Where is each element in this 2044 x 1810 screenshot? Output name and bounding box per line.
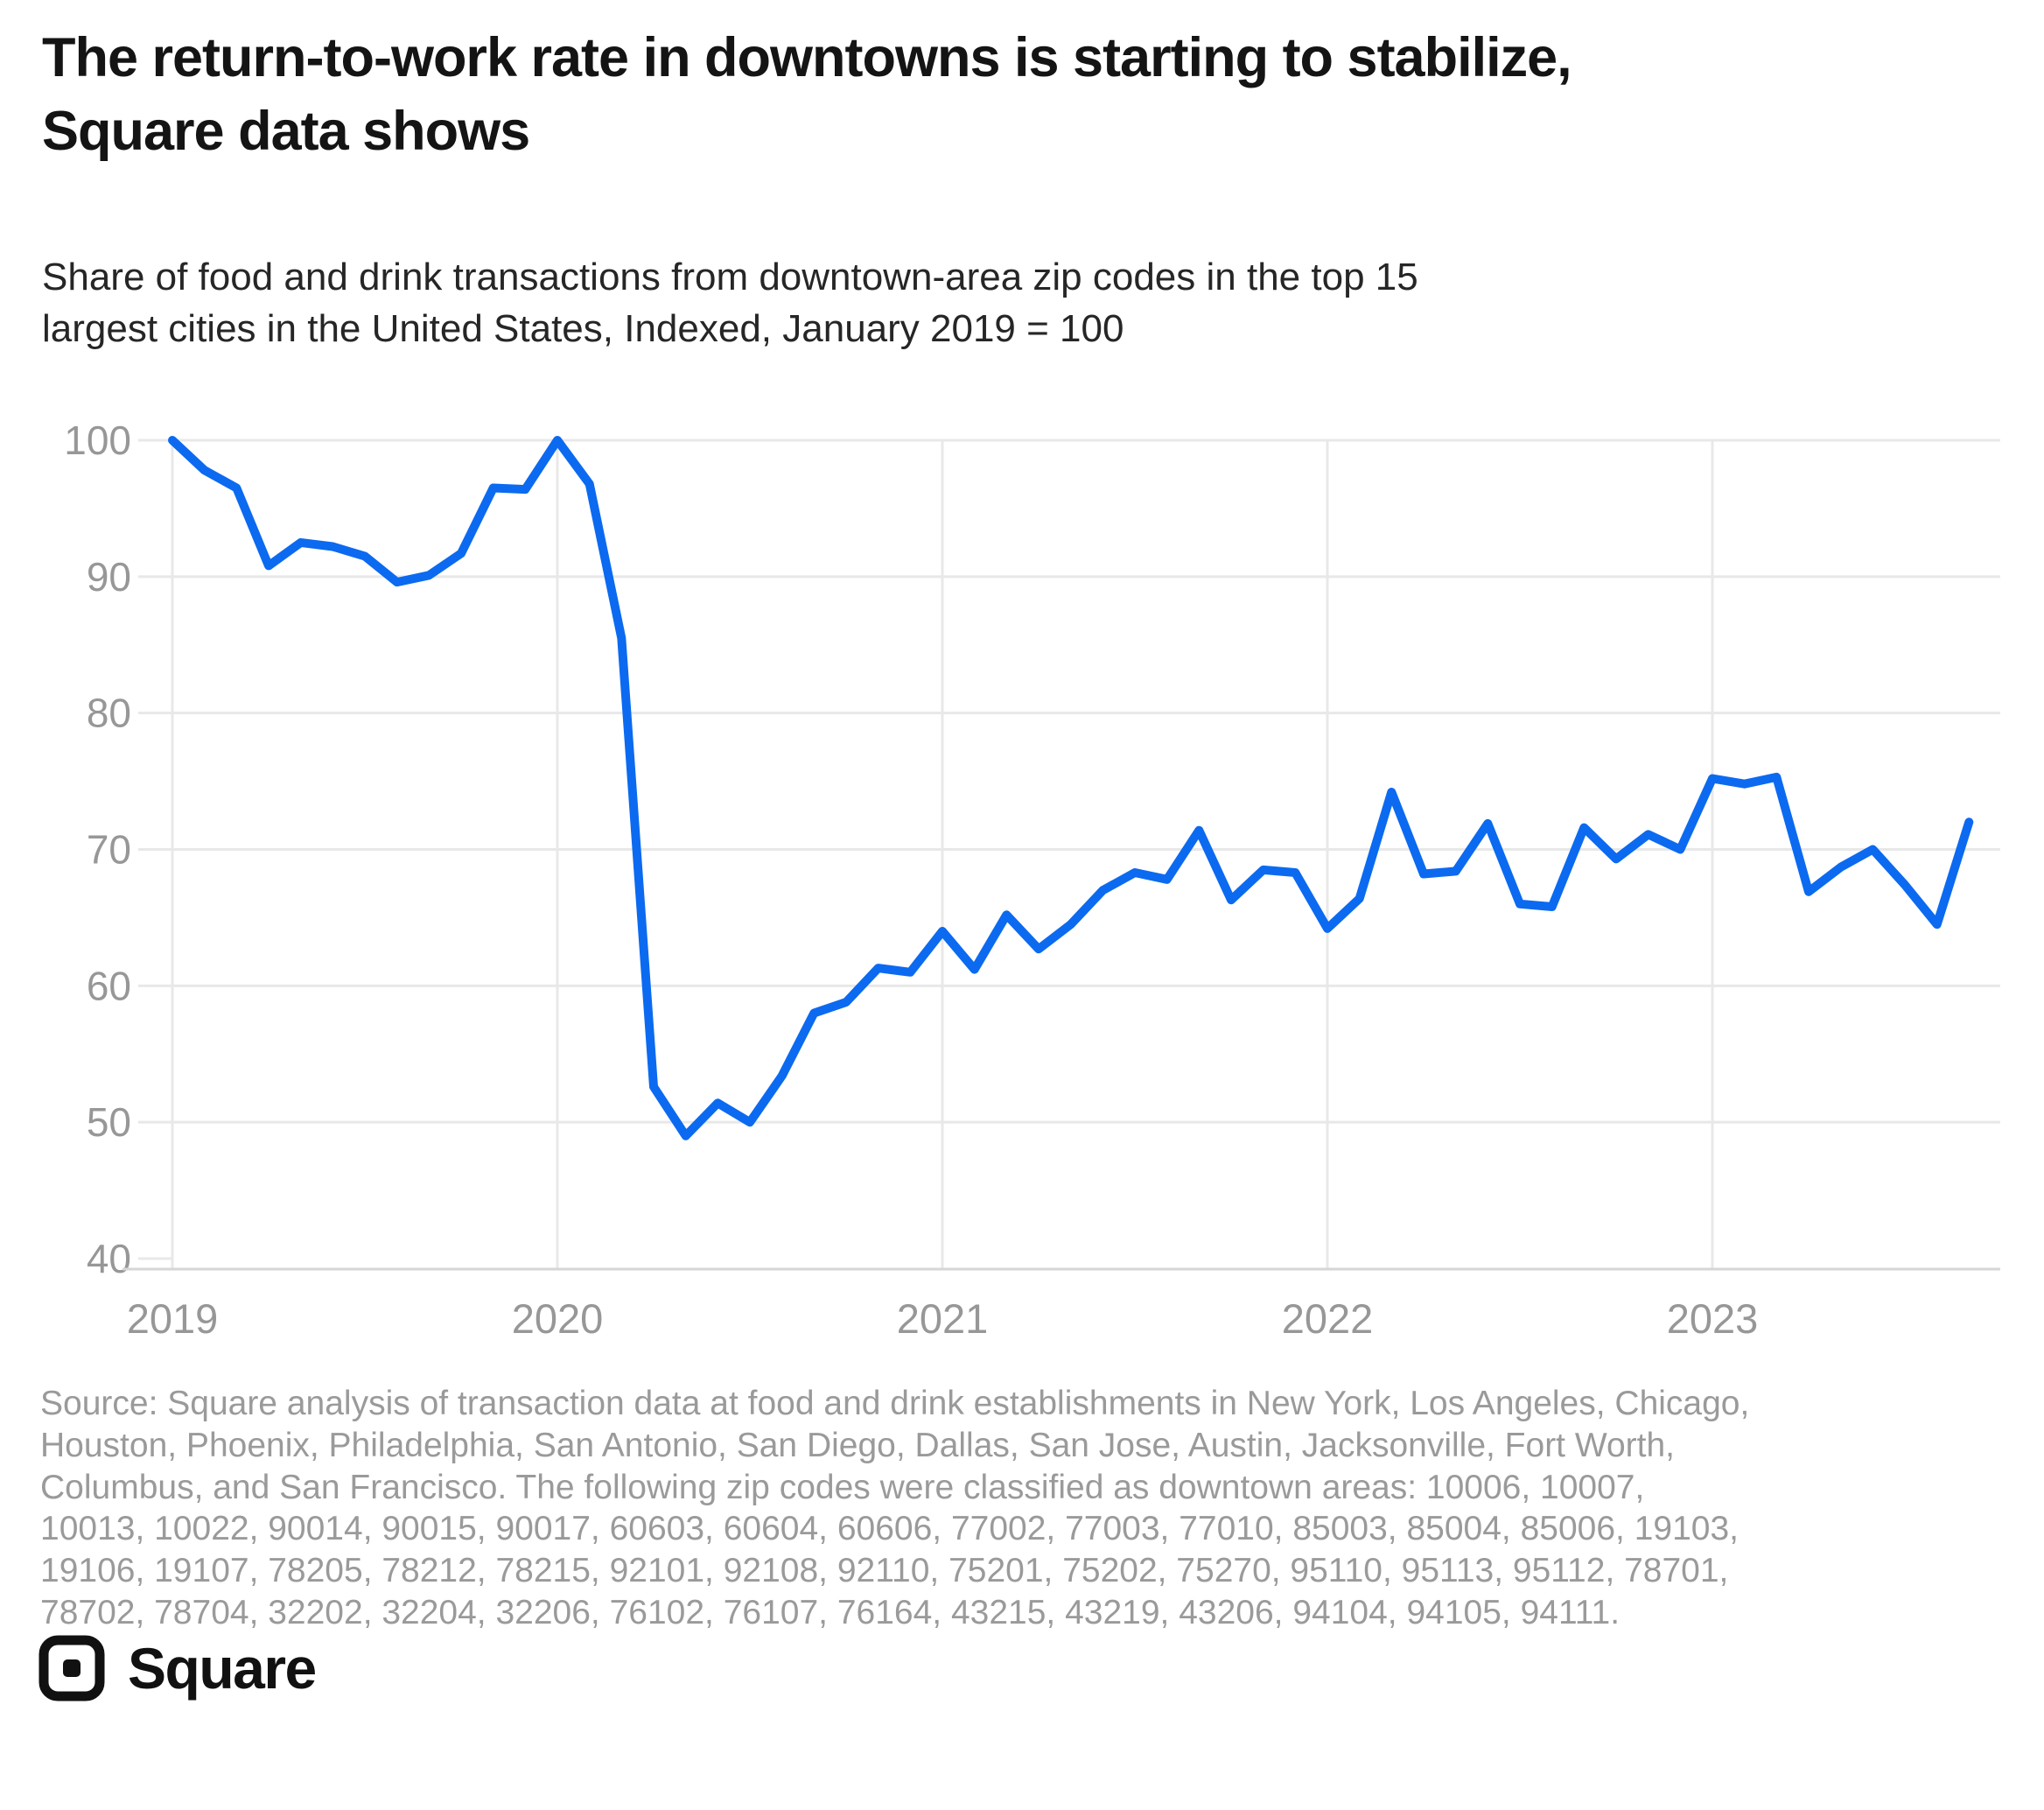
x-tick-label: 2019	[127, 1295, 219, 1342]
y-tick-label: 80	[87, 691, 131, 736]
y-tick-label: 50	[87, 1099, 131, 1145]
x-tick-label: 2023	[1667, 1295, 1759, 1342]
y-tick-label: 100	[64, 417, 131, 463]
chart-subtitle-line-2: largest cities in the United States, Ind…	[42, 306, 1124, 350]
x-tick-label: 2022	[1282, 1295, 1374, 1342]
chart-subtitle-line-1: Share of food and drink transactions fro…	[42, 256, 1418, 298]
square-logo: Square	[38, 1635, 317, 1701]
x-tick-label: 2020	[512, 1295, 604, 1342]
data-line	[168, 436, 1974, 1140]
chart-title-line-2: Square data shows	[42, 101, 530, 163]
source-line: 10013, 10022, 90014, 90015, 90017, 60603…	[40, 1510, 1739, 1548]
square-logo-wordmark: Square	[128, 1636, 317, 1701]
y-tick-label: 60	[87, 963, 131, 1008]
chart-title: The return-to-work rate in downtowns is …	[42, 21, 2020, 169]
source-line: Source: Square analysis of transaction d…	[40, 1385, 1750, 1422]
y-tick-label: 90	[87, 554, 131, 600]
source-line: 19106, 19107, 78205, 78212, 78215, 92101…	[40, 1552, 1729, 1590]
x-tick-label: 2021	[897, 1295, 989, 1342]
chart-subtitle: Share of food and drink transactions fro…	[42, 252, 2020, 355]
square-logo-icon	[38, 1635, 105, 1701]
chart-title-line-1: The return-to-work rate in downtowns is …	[42, 27, 1572, 88]
source-line: Houston, Phoenix, Philadelphia, San Anto…	[40, 1426, 1676, 1464]
source-line: Columbus, and San Francisco. The followi…	[40, 1468, 1645, 1506]
source-line: 78702, 78704, 32202, 32204, 32206, 76102…	[40, 1593, 1620, 1631]
y-tick-label: 70	[87, 827, 131, 873]
y-tick-label: 40	[87, 1236, 131, 1281]
source-note: Source: Square analysis of transaction d…	[40, 1383, 2018, 1634]
